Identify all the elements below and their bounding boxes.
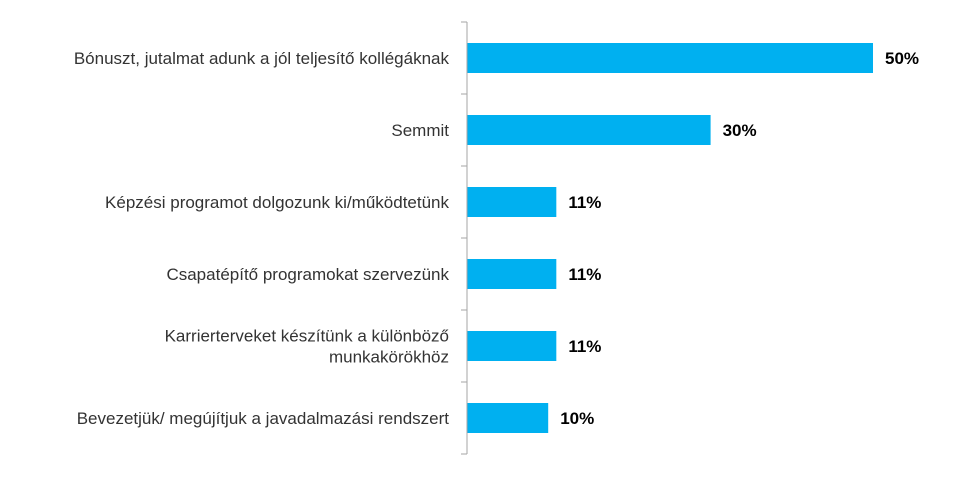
category-label-line: Képzési programot dolgozunk ki/működtetü… xyxy=(105,193,449,212)
bar xyxy=(467,115,711,145)
bar xyxy=(467,403,549,433)
data-label: 11% xyxy=(568,337,601,356)
category-axis xyxy=(461,21,468,455)
data-label: 10% xyxy=(560,409,594,428)
category-label: Karrierterveket készítünk a különböző mun… xyxy=(165,327,449,367)
data-label: 11% xyxy=(568,265,601,284)
category-label-line: Csapatépítő programokat szervezünk xyxy=(166,265,449,284)
bar xyxy=(467,331,557,361)
bar xyxy=(467,187,557,217)
category-label-line: Bevezetjük/ megújítjuk a javadalmazási r… xyxy=(77,409,450,428)
category-label: Bónuszt, jutalmat adunk a jól teljesítő … xyxy=(74,49,450,68)
category-label-line: Bónuszt, jutalmat adunk a jól teljesítő … xyxy=(74,49,450,68)
category-label-line: Karrierterveket készítünk a különböző xyxy=(165,327,449,346)
category-label: Bevezetjük/ megújítjuk a javadalmazási r… xyxy=(77,409,450,428)
bar xyxy=(467,43,873,73)
bars-layer xyxy=(467,43,873,433)
category-label-line: munkakörökhöz xyxy=(329,348,449,367)
category-label-line: Semmit xyxy=(391,121,449,140)
bar xyxy=(467,259,557,289)
category-label: Képzési programot dolgozunk ki/működtetü… xyxy=(105,193,449,212)
data-label: 50% xyxy=(885,49,919,68)
category-label: Semmit xyxy=(391,121,449,140)
labels-layer: 50% Bónuszt, jutalmat adunk a jól teljesí… xyxy=(74,49,919,428)
category-label: Csapatépítő programokat szervezünk xyxy=(166,265,449,284)
data-label: 30% xyxy=(723,121,757,140)
data-label: 11% xyxy=(568,193,601,212)
